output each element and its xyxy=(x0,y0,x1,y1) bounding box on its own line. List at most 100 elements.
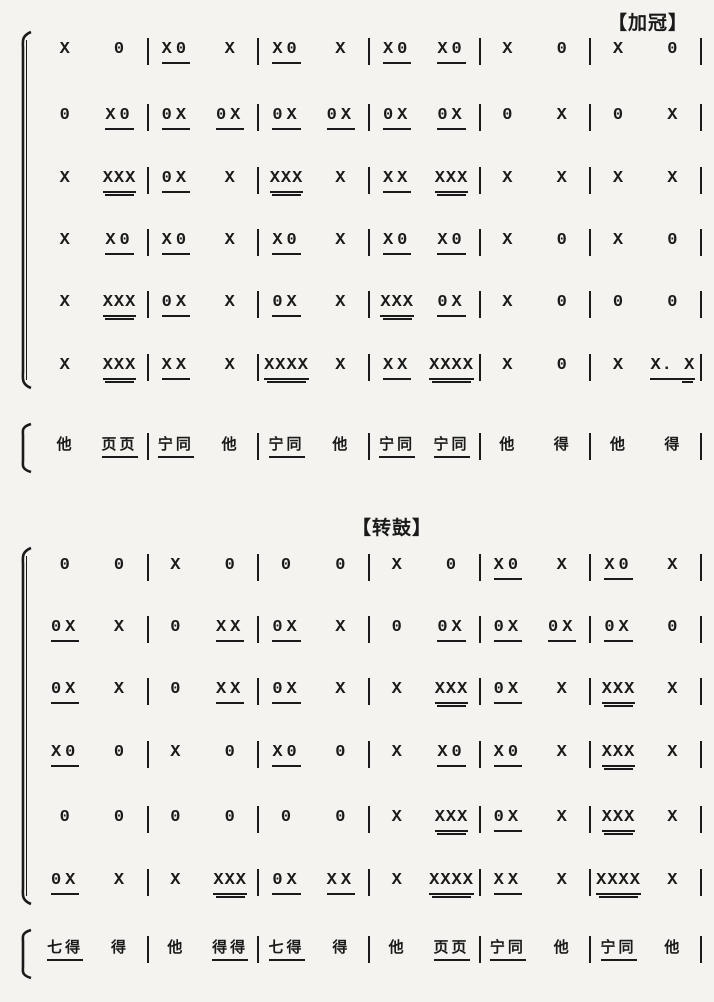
lyric-syllable: 得 xyxy=(111,938,129,956)
system-brace-icon xyxy=(21,30,32,390)
barline xyxy=(700,354,703,381)
lyric-syllable: 得 xyxy=(664,435,682,453)
barline xyxy=(589,354,592,381)
beat: 0X xyxy=(259,678,313,704)
note-group: X xyxy=(667,680,679,699)
notation-row: X X0 X0 X X0 X X0 X0 X 0 X 0 xyxy=(38,229,703,265)
note-group: XXX xyxy=(601,806,636,835)
beat: 0 xyxy=(535,38,589,61)
beat: X0 xyxy=(149,229,203,255)
beat: X xyxy=(92,616,146,642)
note-group: 0X xyxy=(604,616,633,642)
note-group: X xyxy=(612,231,625,250)
note-group: 0X xyxy=(437,291,466,317)
beat: 页页 xyxy=(424,936,478,961)
note-group: X xyxy=(113,680,126,699)
barline xyxy=(257,936,260,963)
beat: 0X xyxy=(38,869,92,895)
beat: 0X xyxy=(424,104,478,130)
beat: 0 xyxy=(149,616,203,642)
measure: 0X X xyxy=(481,678,590,704)
beat: XXX xyxy=(424,806,478,835)
beat: 0 xyxy=(424,554,478,577)
lyric-row: 七得得他得得 七得得他页页 宁同他宁同他 xyxy=(38,936,703,972)
measure: X0 X xyxy=(591,554,700,580)
beat: X xyxy=(535,678,589,704)
note-group: 0 xyxy=(170,680,182,699)
beat: XXXX xyxy=(259,354,313,383)
beat: 0X xyxy=(424,616,478,642)
note-group: X xyxy=(391,680,403,699)
beat: X xyxy=(646,806,700,832)
note-group: X xyxy=(667,808,679,827)
barline xyxy=(368,936,371,963)
note-group: X0 xyxy=(105,229,134,255)
note-group: 0 xyxy=(224,808,236,827)
notation-row: 0X X X XXX 0X XX X XXXX XX X XXXX X xyxy=(38,869,703,905)
beat: X xyxy=(38,229,92,255)
measure: 0 0X xyxy=(370,616,479,642)
note-group: X0 xyxy=(161,38,191,64)
note-group: X xyxy=(556,169,568,188)
barline xyxy=(257,354,260,381)
beat: X0 xyxy=(259,229,313,255)
beat: X xyxy=(481,38,535,61)
beat: X xyxy=(203,291,257,317)
note-group: 0X xyxy=(272,104,301,130)
barline xyxy=(700,554,703,581)
beat: XXX xyxy=(259,167,313,196)
note-group: 0 xyxy=(59,556,71,575)
beat: X0 xyxy=(259,38,313,64)
barline xyxy=(368,167,371,194)
note-group: 0X xyxy=(437,104,466,130)
lyric-syllable: 宁同 xyxy=(600,936,637,961)
measure: X X0 xyxy=(38,229,147,255)
beat: 0X xyxy=(535,616,589,642)
beat: 0 xyxy=(535,291,589,314)
note-group: X xyxy=(667,106,679,125)
measure: 0X 0X xyxy=(481,616,590,642)
note-group: X0 xyxy=(604,554,633,580)
beat: 0X xyxy=(370,104,424,130)
barline xyxy=(478,869,481,896)
lyric-syllable: 他 xyxy=(499,435,517,453)
lyric-syllable: 得 xyxy=(553,435,571,453)
lyric-syllable: 他 xyxy=(221,435,239,453)
beat: 0X xyxy=(149,167,203,193)
beat: X0 xyxy=(424,38,478,64)
barline xyxy=(589,806,592,833)
beat: X xyxy=(92,678,146,704)
beat: X xyxy=(370,806,424,832)
beat: X xyxy=(535,167,589,190)
note-group: 0X xyxy=(493,806,523,832)
system-zhuangu: 0 0 X 0 0 0 X 0 X0 X X0 X 0X X 0 XX 0X X 0 0X 0X 0X 0X 0 0X X 0 XX 0… xyxy=(38,554,703,984)
measure: 0X XX xyxy=(259,869,368,895)
beat: 0 xyxy=(92,554,146,577)
beat: 他 xyxy=(481,433,535,455)
note-group: XX xyxy=(161,354,191,380)
barline xyxy=(589,167,592,194)
beat: 0X xyxy=(38,616,92,642)
beat: X xyxy=(646,554,700,580)
beat: 0X xyxy=(481,806,535,832)
barline xyxy=(478,104,481,131)
barline xyxy=(368,104,371,131)
measure: X0 X xyxy=(481,741,590,767)
beat: X0 xyxy=(424,229,478,255)
beat: X xyxy=(149,554,203,577)
beat: X0 xyxy=(92,104,146,130)
barline xyxy=(700,741,703,768)
note-group: 0 xyxy=(612,293,625,312)
barline xyxy=(368,741,371,768)
barline xyxy=(700,678,703,705)
beat: 得得 xyxy=(203,936,257,961)
beat: X xyxy=(481,229,535,252)
beat: 0 xyxy=(591,104,645,127)
beat: X0 xyxy=(370,38,424,64)
note-group: XXX xyxy=(269,167,304,196)
